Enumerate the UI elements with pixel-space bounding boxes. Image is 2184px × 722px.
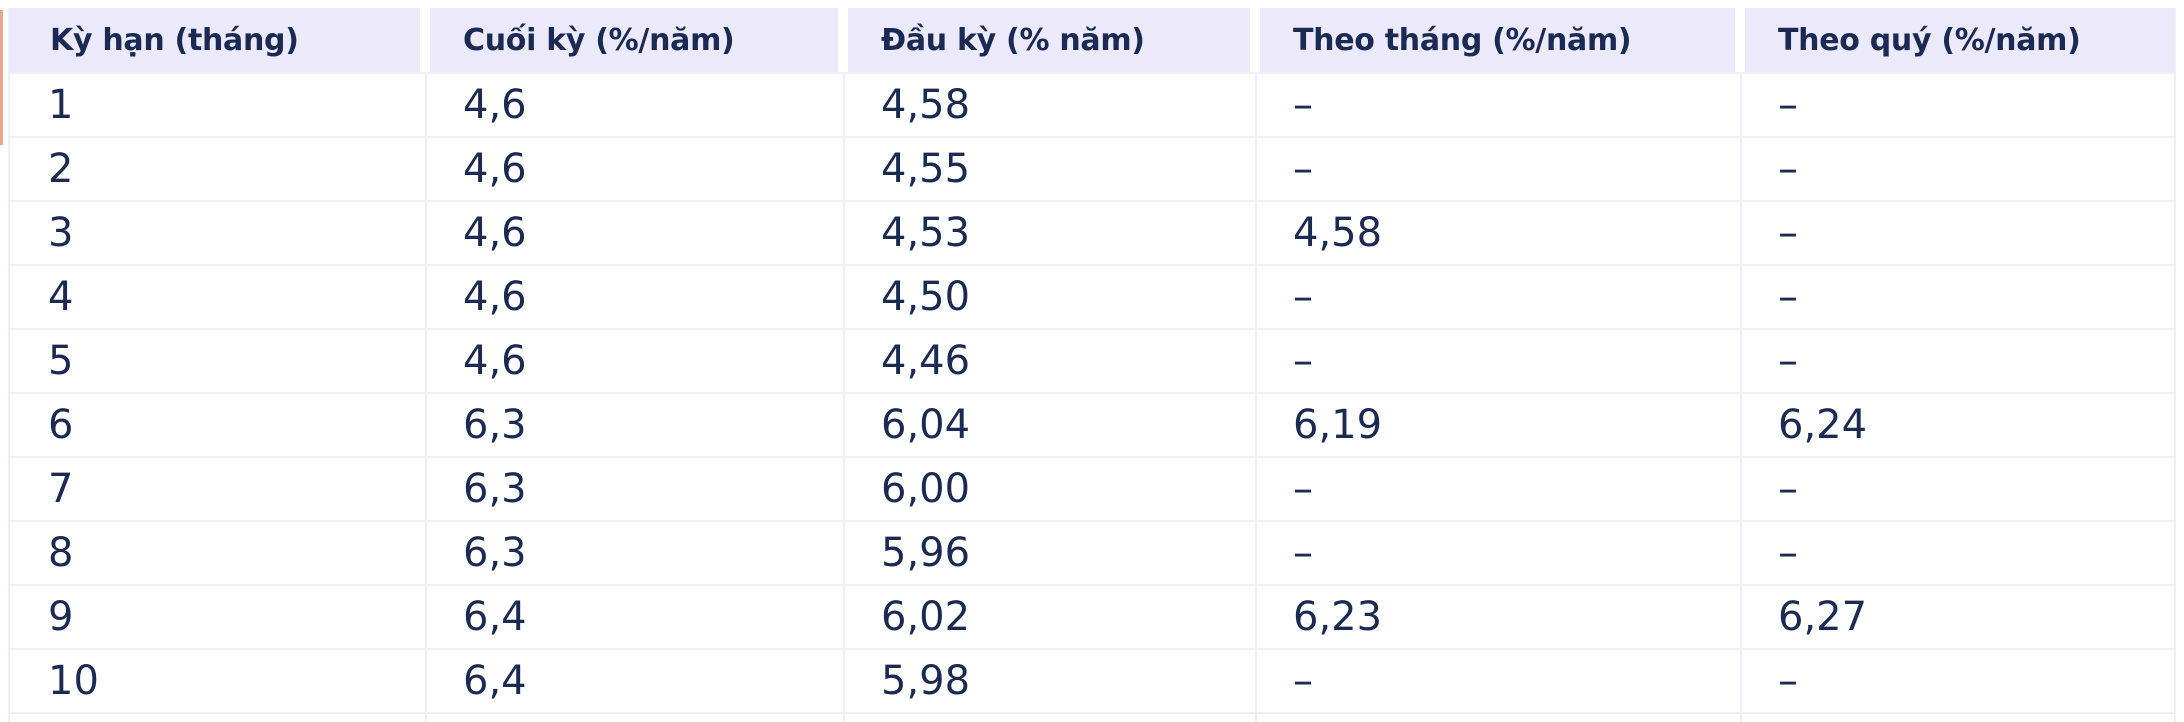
cell-start-of-term	[843, 714, 1255, 722]
cell-start-of-term: 4,58	[843, 74, 1255, 136]
table-body: 1 4,6 4,58 – – 2 4,6 4,55 – – 3 4,6	[10, 72, 2174, 714]
cell-start-of-term: 4,46	[843, 330, 1255, 392]
cell-monthly	[1255, 714, 1740, 722]
cell-monthly: –	[1255, 138, 1740, 200]
cell-end-of-term: 6,4	[425, 650, 843, 712]
cell-quarterly: 6,24	[1740, 394, 2174, 456]
cell-quarterly: –	[1740, 330, 2174, 392]
cell-end-of-term	[425, 714, 843, 722]
cell-end-of-term: 6,3	[425, 394, 843, 456]
cell-quarterly: –	[1740, 202, 2174, 264]
table-row: 8 6,3 5,96 – –	[10, 520, 2174, 584]
cell-term: 10	[48, 658, 99, 704]
cell-end-of-term: 4,6	[425, 138, 843, 200]
cell-end-of-term: 4,6	[425, 74, 843, 136]
interest-rates-table: Kỳ hạn (tháng) Cuối kỳ (%/năm) Đầu kỳ (%…	[8, 8, 2176, 722]
column-header-monthly: Theo tháng (%/năm)	[1255, 8, 1740, 72]
cell-quarterly: –	[1740, 74, 2174, 136]
cell-term: 1	[48, 82, 74, 128]
table-row: 5 4,6 4,46 – –	[10, 328, 2174, 392]
table-row: 10 6,4 5,98 – –	[10, 648, 2174, 712]
table-row: 9 6,4 6,02 6,23 6,27	[10, 584, 2174, 648]
cell-quarterly: –	[1740, 458, 2174, 520]
cell-monthly: –	[1255, 458, 1740, 520]
cell-term: 9	[48, 594, 74, 640]
cell-quarterly: –	[1740, 138, 2174, 200]
cell-monthly: 4,58	[1255, 202, 1740, 264]
cell-start-of-term: 6,02	[843, 586, 1255, 648]
cell-monthly: –	[1255, 522, 1740, 584]
cell-monthly: 6,23	[1255, 586, 1740, 648]
table-row: 3 4,6 4,53 4,58 –	[10, 200, 2174, 264]
cell-term: 3	[48, 210, 74, 256]
cell-start-of-term: 4,55	[843, 138, 1255, 200]
cell-end-of-term: 4,6	[425, 266, 843, 328]
table-row: 7 6,3 6,00 – –	[10, 456, 2174, 520]
table-row: 2 4,6 4,55 – –	[10, 136, 2174, 200]
cell-monthly: –	[1255, 650, 1740, 712]
cell-end-of-term: 6,3	[425, 458, 843, 520]
cell-term: 5	[48, 338, 74, 384]
cell-start-of-term: 5,96	[843, 522, 1255, 584]
table-header-row: Kỳ hạn (tháng) Cuối kỳ (%/năm) Đầu kỳ (%…	[10, 8, 2174, 72]
cell-end-of-term: 6,4	[425, 586, 843, 648]
column-header-end-of-term: Cuối kỳ (%/năm)	[425, 8, 843, 72]
cell-monthly: –	[1255, 266, 1740, 328]
cell-term: 4	[48, 274, 74, 320]
cell-end-of-term: 4,6	[425, 330, 843, 392]
cell-start-of-term: 4,53	[843, 202, 1255, 264]
table-row: 1 4,6 4,58 – –	[10, 72, 2174, 136]
cell-quarterly: –	[1740, 266, 2174, 328]
left-edge-accent	[0, 10, 3, 145]
table-row-cutoff	[10, 714, 2174, 722]
cell-monthly: –	[1255, 330, 1740, 392]
column-header-quarterly: Theo quý (%/năm)	[1740, 8, 2174, 72]
table-row: 4 4,6 4,50 – –	[10, 264, 2174, 328]
cell-start-of-term: 6,04	[843, 394, 1255, 456]
column-header-start-of-term: Đầu kỳ (% năm)	[843, 8, 1255, 72]
cell-end-of-term: 4,6	[425, 202, 843, 264]
cell-quarterly	[1740, 714, 2174, 722]
cell-quarterly: –	[1740, 650, 2174, 712]
cell-term	[10, 714, 425, 722]
cell-end-of-term: 6,3	[425, 522, 843, 584]
cell-term: 7	[48, 466, 74, 512]
cell-start-of-term: 5,98	[843, 650, 1255, 712]
cell-quarterly: –	[1740, 522, 2174, 584]
cell-term: 6	[48, 402, 74, 448]
cell-start-of-term: 6,00	[843, 458, 1255, 520]
cell-quarterly: 6,27	[1740, 586, 2174, 648]
cell-monthly: –	[1255, 74, 1740, 136]
cell-term: 2	[48, 146, 74, 192]
table-row: 6 6,3 6,04 6,19 6,24	[10, 392, 2174, 456]
cell-term: 8	[48, 530, 74, 576]
cell-monthly: 6,19	[1255, 394, 1740, 456]
cell-start-of-term: 4,50	[843, 266, 1255, 328]
column-header-term: Kỳ hạn (tháng)	[10, 8, 425, 72]
